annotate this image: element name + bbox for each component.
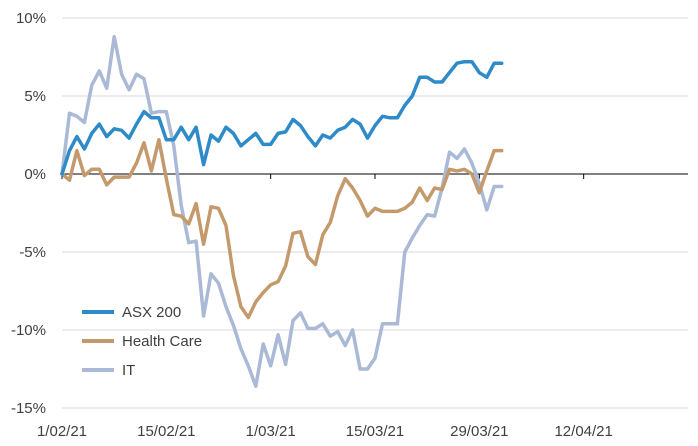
gridlines [62, 17, 688, 409]
x-axis-ticks: 1/02/21 15/02/21 1/03/21 15/03/21 29/03/21 12… [37, 423, 613, 440]
x-tick-label: 1/03/21 [246, 423, 296, 440]
y-axis-ticks: -15% -10% -5% 0% 5% 10% [11, 10, 46, 417]
series-lines [60, 34, 504, 388]
legend-label: Health Care [122, 333, 202, 350]
legend: ASX 200 Health Care IT [82, 304, 202, 379]
y-tick-label: -10% [11, 322, 46, 339]
series-line-health-care [60, 137, 504, 320]
series-line-it [60, 34, 504, 388]
x-tick-label: 29/03/21 [450, 423, 508, 440]
y-tick-label: 0% [24, 166, 46, 183]
series-line-asx-200 [60, 59, 504, 176]
x-tick-label: 15/02/21 [137, 423, 195, 440]
x-axis [61, 173, 688, 179]
x-tick-label: 1/02/21 [37, 423, 87, 440]
y-tick-label: -15% [11, 400, 46, 417]
y-tick-label: -5% [19, 244, 46, 261]
x-tick-label: 12/04/21 [554, 423, 612, 440]
legend-label: IT [122, 362, 135, 379]
x-tick-label: 15/03/21 [346, 423, 404, 440]
y-tick-label: 5% [24, 88, 46, 105]
legend-label: ASX 200 [122, 304, 181, 321]
y-tick-label: 10% [16, 10, 46, 27]
